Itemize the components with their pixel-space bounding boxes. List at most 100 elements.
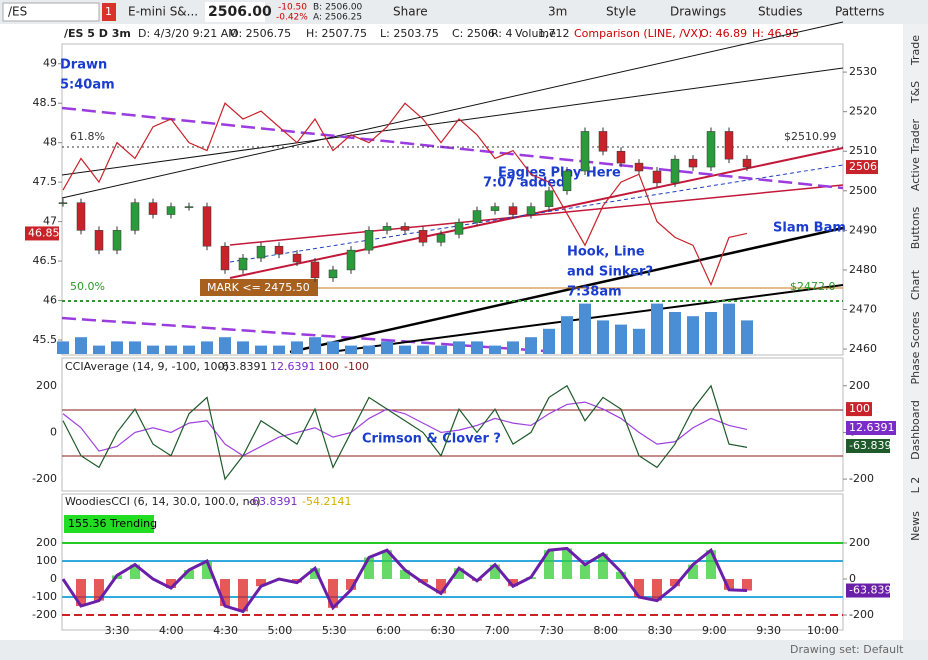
sidebar-tab[interactable]: T&S bbox=[909, 81, 922, 104]
interval[interactable]: 3m bbox=[548, 5, 567, 19]
sidebar-tab[interactable]: News bbox=[909, 511, 922, 541]
y-tick-label: 200 bbox=[849, 379, 870, 392]
y-tick-label: 200 bbox=[849, 536, 870, 549]
style[interactable]: Style bbox=[606, 5, 636, 19]
tag bbox=[25, 226, 59, 241]
x-tick-label: 7:30 bbox=[539, 624, 564, 637]
candle bbox=[742, 158, 752, 168]
candle bbox=[346, 249, 356, 271]
candle bbox=[688, 158, 698, 168]
left-tick-label: 200 bbox=[36, 379, 57, 392]
cci-v4: -100 bbox=[344, 360, 369, 373]
histogram-bar bbox=[256, 579, 266, 587]
volume-bar bbox=[111, 341, 123, 354]
histogram-bar bbox=[634, 579, 644, 598]
histogram-bar bbox=[310, 568, 320, 580]
histogram-bar bbox=[742, 579, 752, 591]
left-tick-label: 200 bbox=[36, 536, 57, 549]
volume-bar bbox=[381, 341, 393, 354]
drawings[interactable]: Drawings bbox=[670, 5, 726, 19]
candle bbox=[112, 230, 122, 251]
volume-bar bbox=[561, 316, 573, 354]
left-tick-label: 47.5 bbox=[33, 175, 58, 188]
sidebar-tab[interactable]: Phase Scores bbox=[909, 311, 922, 384]
sidebar bbox=[903, 24, 928, 640]
y-tick-label: -200 bbox=[849, 472, 874, 485]
x-tick-label: 7:00 bbox=[485, 624, 510, 637]
left-tick-label: 46 bbox=[43, 294, 57, 307]
left-tick-label: 46.5 bbox=[33, 254, 58, 267]
volume-bar bbox=[255, 345, 267, 354]
sidebar-tab[interactable]: Buttons bbox=[909, 206, 922, 249]
volume-bar bbox=[471, 341, 483, 354]
volume-bar bbox=[147, 345, 159, 354]
candle bbox=[76, 202, 86, 231]
symbol-box[interactable] bbox=[2, 2, 100, 22]
sidebar-tab[interactable]: Active Trader bbox=[909, 118, 922, 191]
hook1: Hook, Line bbox=[567, 245, 645, 260]
candle bbox=[724, 131, 734, 160]
histogram-bar bbox=[238, 579, 248, 612]
volume-bar bbox=[543, 328, 555, 354]
candle bbox=[310, 261, 320, 279]
sidebar-tab[interactable]: L 2 bbox=[909, 477, 922, 494]
studies[interactable]: Studies bbox=[758, 5, 803, 19]
candle bbox=[616, 150, 626, 164]
mark-box bbox=[200, 279, 318, 296]
fib618: 61.8% bbox=[70, 130, 105, 143]
candle bbox=[58, 202, 68, 204]
candle bbox=[544, 190, 554, 207]
sidebar-tab[interactable]: Chart bbox=[909, 269, 922, 300]
tag-text: -63.839 bbox=[849, 439, 891, 452]
cci-average bbox=[62, 401, 748, 457]
left-tick-label: 48 bbox=[43, 136, 57, 149]
volume-bar bbox=[399, 345, 411, 354]
toolbar bbox=[0, 0, 928, 24]
cci-v1: -63.8391 bbox=[218, 360, 267, 373]
y-tick-label: 2490 bbox=[849, 223, 877, 236]
share[interactable]: Share bbox=[393, 5, 428, 19]
sidebar-tab[interactable]: Trade bbox=[909, 35, 922, 66]
tag-text: 46.85 bbox=[28, 226, 60, 239]
x-tick-label: 9:00 bbox=[702, 624, 727, 637]
candle bbox=[292, 253, 302, 263]
link[interactable] bbox=[102, 3, 116, 21]
candle bbox=[580, 131, 590, 172]
volume-bar bbox=[183, 345, 195, 354]
volume-bar bbox=[363, 345, 375, 354]
h-close: C: 2506 bbox=[452, 27, 495, 40]
volume-bar bbox=[579, 303, 591, 354]
patterns[interactable]: Patterns bbox=[835, 5, 884, 19]
y-tick-label: 2500 bbox=[849, 184, 877, 197]
last-box bbox=[205, 2, 265, 22]
h-comp-high: H: 46.95 bbox=[752, 27, 799, 40]
slam: Slam Bam bbox=[773, 221, 846, 236]
candle bbox=[130, 202, 140, 231]
candle bbox=[94, 230, 104, 251]
volume-bar bbox=[75, 337, 87, 354]
last: 2506.00 bbox=[208, 4, 272, 20]
trend: 155.36 Trending bbox=[68, 517, 157, 530]
candle bbox=[598, 131, 608, 152]
tag-text: -63.839 bbox=[849, 584, 891, 597]
mark: MARK <= 2475.50 bbox=[207, 281, 310, 294]
woodies-v2: -54.2141 bbox=[302, 495, 351, 508]
ask: A: 2506.25 bbox=[313, 13, 362, 23]
volume-bar bbox=[507, 341, 519, 354]
tag bbox=[846, 439, 890, 453]
volume-bar bbox=[345, 345, 357, 354]
volume-bar bbox=[201, 341, 213, 354]
histogram-bar bbox=[724, 579, 734, 590]
volume-bar bbox=[129, 341, 141, 354]
y-tick-label: 2470 bbox=[849, 302, 877, 315]
h-volume: 1,712 bbox=[538, 27, 570, 40]
candle bbox=[652, 170, 662, 184]
x-tick-label: 6:00 bbox=[376, 624, 401, 637]
y-tick-label: 2520 bbox=[849, 105, 877, 118]
histogram-bar bbox=[346, 579, 356, 590]
y-tick-label: 2510 bbox=[849, 144, 877, 157]
level-2510: $2510.99 bbox=[784, 130, 837, 143]
volume-bar bbox=[291, 341, 303, 354]
volume-bar bbox=[417, 345, 429, 354]
sidebar-tab[interactable]: Dashboard bbox=[909, 400, 922, 460]
